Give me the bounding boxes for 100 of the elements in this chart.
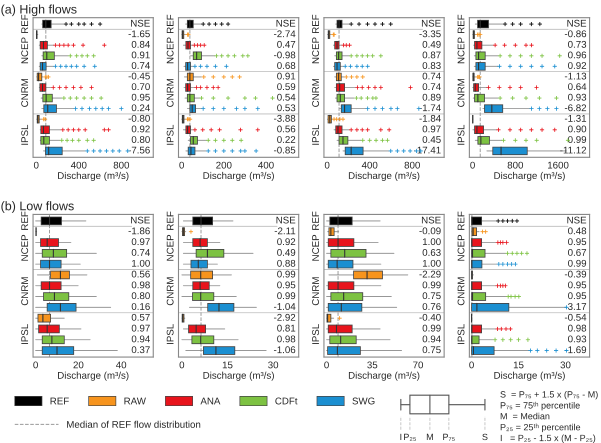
annotation: -0.80 xyxy=(128,114,150,122)
annotation: 0.92 xyxy=(568,62,586,69)
annotation: 0.74 xyxy=(422,83,441,90)
annotation: 0.59 xyxy=(277,83,296,90)
annotation: -3.88 xyxy=(274,114,296,122)
annotation: 0.37 xyxy=(132,346,150,354)
annotation: 0.94 xyxy=(422,335,441,342)
annotation: -1.31 xyxy=(564,114,586,122)
text: CNRM xyxy=(166,277,174,306)
annotation: -1.06 xyxy=(274,346,296,354)
annotation: 1.00 xyxy=(422,238,441,246)
annotation: 0.84 xyxy=(132,40,150,48)
text: IPSL xyxy=(166,124,174,145)
annotation: NSE xyxy=(567,20,586,27)
annotation: NSE xyxy=(567,216,586,224)
annotation: 0.97 xyxy=(422,126,441,132)
annotation: 0.99 xyxy=(277,292,296,300)
text: IPSL xyxy=(166,324,174,344)
annotation: 0.75 xyxy=(422,346,441,354)
annotation: -2.11 xyxy=(274,227,296,234)
annotation: 0.63 xyxy=(422,249,441,256)
annotation: -0.98 xyxy=(274,52,296,58)
annotation: 0.96 xyxy=(568,52,586,58)
x-tick-label: 70 xyxy=(413,361,424,368)
annotation: 0.76 xyxy=(422,303,441,310)
x-tick-label: 400 xyxy=(362,162,378,169)
text: REF xyxy=(21,212,28,230)
text: IPSL xyxy=(458,324,464,344)
annotation: 0.56 xyxy=(132,270,150,278)
x-tick-label: 0 xyxy=(324,162,330,169)
x-axis-title: Discharge (m³/s) xyxy=(58,372,128,381)
legend-label: ANA xyxy=(200,398,220,404)
x-tick-label: 1600 xyxy=(548,162,568,169)
text: S xyxy=(482,434,488,440)
text: REF xyxy=(458,212,464,230)
x-axis-title: Discharge (m³/s) xyxy=(494,172,565,181)
annotation: 0.95 xyxy=(277,281,296,288)
text: P₂₅ xyxy=(404,434,416,441)
annotation: 0.24 xyxy=(132,104,150,112)
annotation: -7.56 xyxy=(128,146,150,154)
x-tick-label: 400 xyxy=(70,162,87,169)
x-tick-label: 0 xyxy=(470,162,475,169)
legend-label: CDFt xyxy=(275,398,298,404)
annotation: 0.99 xyxy=(277,270,296,278)
annotation: NSE xyxy=(422,20,441,27)
annotation: -6.82 xyxy=(564,104,586,112)
text: NCEP xyxy=(166,38,174,64)
annotation: 0.99 xyxy=(422,281,441,288)
text: REF xyxy=(458,14,464,33)
x-tick-label: 0 xyxy=(179,162,184,169)
chart-title: (a) High flows xyxy=(1,4,77,16)
annotation: 0.49 xyxy=(277,249,296,256)
text: IPSL xyxy=(458,124,464,145)
annotation: 0.74 xyxy=(422,72,441,80)
text: IPSL xyxy=(312,124,320,145)
text: NCEP xyxy=(458,38,464,64)
annotation: 0.91 xyxy=(277,72,296,80)
annotation: 0.67 xyxy=(568,249,586,256)
annotation: 0.91 xyxy=(132,52,150,58)
text: NCEP xyxy=(312,234,320,261)
annotation: 0.97 xyxy=(132,324,150,332)
x-tick-label: 30 xyxy=(268,361,278,368)
annotation: NSE xyxy=(276,20,296,27)
annotation: -1.13 xyxy=(564,72,586,80)
annotation: 0.73 xyxy=(568,40,586,48)
x-axis-title: Discharge (m³/s) xyxy=(348,372,420,381)
annotation: 1.00 xyxy=(132,260,150,267)
text: REF xyxy=(21,14,28,33)
annotation: NSE xyxy=(131,216,150,224)
annotation: -0.40 xyxy=(419,314,441,321)
annotation: 0.95 xyxy=(132,94,150,101)
annotation: -0.86 xyxy=(564,30,586,38)
text: CNRM xyxy=(312,277,320,306)
x-tick-label: 15 xyxy=(222,362,232,368)
annotation: 0.74 xyxy=(132,249,150,256)
annotation: 1.00 xyxy=(422,260,441,267)
x-tick-label: 20 xyxy=(73,361,84,368)
text: REF xyxy=(312,212,319,230)
annotation: 0.92 xyxy=(132,126,150,132)
x-tick-label: 0 xyxy=(33,361,38,368)
annotation: 0.90 xyxy=(568,126,586,132)
x-tick-label: 15 xyxy=(514,362,524,368)
annotation: -2.29 xyxy=(419,270,441,278)
x-tick-label: 800 xyxy=(114,162,130,169)
annotation: 0.74 xyxy=(132,62,150,69)
annotation: -11.12 xyxy=(560,146,586,154)
annotation: 0.22 xyxy=(277,136,296,143)
x-axis-title: Discharge (m³/s) xyxy=(203,372,274,381)
annotation: -1.69 xyxy=(564,346,586,354)
annotation: 0.70 xyxy=(132,83,150,90)
annotation: -0.09 xyxy=(419,227,441,234)
annotation: NSE xyxy=(131,20,150,27)
legend-label: RAW xyxy=(124,398,146,404)
annotation: 0.68 xyxy=(277,62,296,69)
annotation: 0.99 xyxy=(422,324,441,332)
text: CNRM xyxy=(166,78,174,107)
annotation: -1.65 xyxy=(128,30,150,38)
annotation: 0.47 xyxy=(277,40,296,48)
text: I xyxy=(400,434,402,440)
annotation: NSE xyxy=(422,216,441,224)
